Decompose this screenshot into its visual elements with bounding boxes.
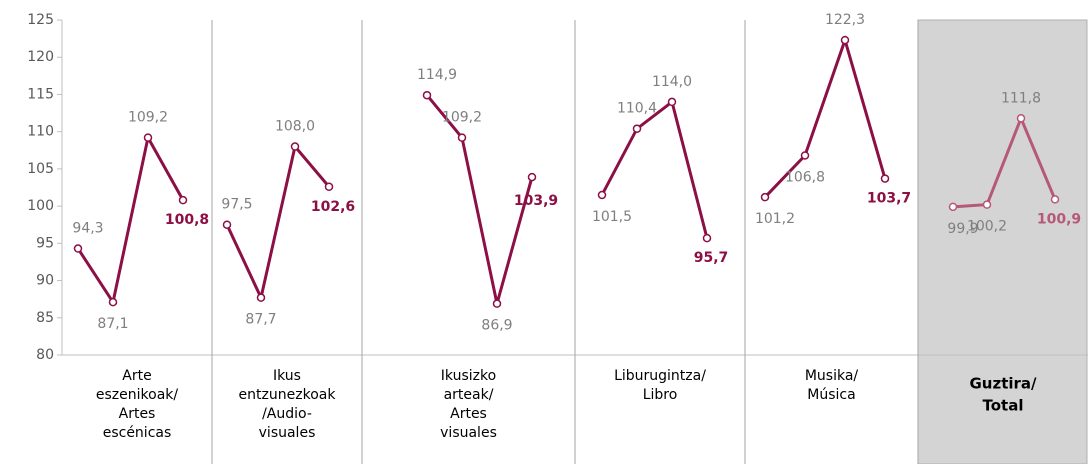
value-label: 86,9 — [481, 318, 512, 334]
value-label: 103,7 — [867, 191, 911, 207]
value-label: 122,3 — [825, 12, 865, 28]
y-tick-label: 85 — [36, 310, 54, 326]
category-label: visuales — [259, 425, 316, 441]
value-label: 100,8 — [165, 212, 209, 228]
category-label: Ikusizko — [441, 368, 496, 384]
data-line — [225, 143, 331, 303]
y-tick-label: 120 — [27, 49, 54, 65]
category-label: visuales — [440, 425, 497, 441]
data-point — [143, 133, 153, 142]
y-tick-label: 95 — [36, 235, 54, 251]
data-point — [597, 190, 607, 200]
value-label: 100,2 — [967, 219, 1007, 235]
value-label: 102,6 — [311, 199, 355, 215]
data-point — [800, 151, 810, 160]
category-label: escénicas — [103, 425, 172, 441]
value-label: 101,2 — [755, 211, 795, 227]
data-point — [1050, 195, 1060, 204]
category-label: entzunezkoak — [239, 387, 337, 403]
category-label: Liburugintza/ — [614, 368, 706, 384]
category-label: Artes — [119, 406, 156, 422]
value-label: 108,0 — [275, 119, 315, 135]
data-point — [73, 244, 83, 253]
data-point — [457, 133, 467, 142]
category-label: Artes — [450, 406, 487, 422]
data-line — [952, 114, 1057, 209]
category-label: eszenikoak/ — [96, 387, 178, 403]
value-label: 111,8 — [1001, 90, 1041, 106]
data-point — [840, 35, 850, 45]
category-label: Musika/ — [805, 368, 859, 384]
value-label: 87,1 — [97, 316, 128, 332]
value-label: 110,4 — [617, 101, 657, 117]
value-label: 94,3 — [72, 221, 103, 237]
data-line — [763, 35, 887, 199]
category-label: Libro — [643, 387, 678, 403]
y-tick-label: 105 — [27, 161, 54, 177]
data-line — [76, 133, 185, 306]
value-label: 109,2 — [128, 110, 168, 126]
category-label: Música — [807, 387, 855, 403]
value-label: 109,2 — [442, 110, 482, 126]
data-point — [492, 299, 502, 308]
data-point — [632, 124, 642, 133]
data-point — [108, 297, 118, 307]
data-point — [948, 202, 958, 212]
data-point — [527, 172, 537, 182]
data-point — [982, 200, 992, 209]
y-tick-label: 80 — [36, 347, 54, 363]
data-point — [667, 97, 677, 107]
value-label: 97,5 — [221, 197, 252, 213]
data-point — [880, 174, 890, 183]
value-label: 103,9 — [514, 193, 558, 209]
category-label: Ikus — [273, 368, 301, 384]
value-label: 95,7 — [694, 250, 729, 266]
category-label: arteak/ — [444, 387, 494, 403]
value-label: 114,0 — [652, 74, 692, 90]
data-point — [256, 293, 266, 302]
data-point — [702, 233, 712, 243]
data-point — [178, 195, 188, 205]
y-tick-label: 115 — [27, 86, 54, 102]
data-point — [422, 90, 432, 100]
data-point — [222, 220, 232, 229]
value-label: 101,5 — [592, 209, 632, 225]
data-point — [760, 192, 770, 202]
value-label: 100,9 — [1037, 211, 1081, 227]
value-label: 99,9 — [947, 221, 978, 237]
data-point — [290, 142, 300, 151]
value-label: 87,7 — [245, 312, 276, 328]
data-line — [600, 99, 709, 239]
category-label: Arte — [122, 368, 151, 384]
category-label: Total — [983, 397, 1024, 415]
y-tick-label: 110 — [27, 124, 54, 140]
data-point — [324, 182, 334, 192]
y-tick-label: 100 — [27, 198, 54, 214]
data-point — [1016, 114, 1026, 123]
value-label: 114,9 — [417, 67, 457, 83]
y-tick-label: 125 — [27, 12, 54, 28]
category-label: /Audio- — [262, 406, 312, 422]
value-label: 106,8 — [785, 169, 825, 185]
category-label: Guztira/ — [969, 375, 1037, 393]
y-tick-label: 90 — [36, 273, 54, 289]
highlight-panel — [917, 19, 1088, 464]
data-line — [425, 94, 534, 305]
